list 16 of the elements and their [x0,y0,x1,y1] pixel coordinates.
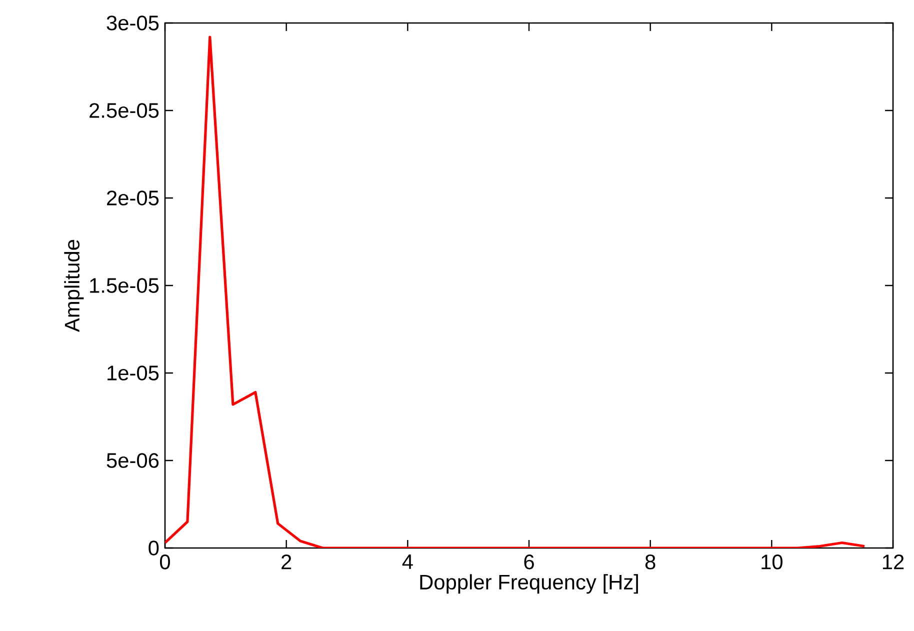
x-tick-label: 10 [762,554,782,570]
x-tick-label: 0 [160,554,170,570]
y-tick-label: 0 [148,540,159,556]
x-tick-label: 6 [524,554,534,570]
y-tick-label: 2e-05 [107,190,159,206]
y-tick-label: 1.5e-05 [90,278,159,293]
x-tick-label: 2 [282,554,292,570]
y-axis-title: Amplitude [64,240,84,332]
x-tick-label: 4 [402,554,413,569]
x-axis-title: Doppler Frequency [Hz] [420,574,638,594]
y-tick-label: 5e-06 [106,453,159,468]
x-tick-label: 12 [882,554,904,570]
y-tick-label: 3e-05 [106,16,159,30]
x-tick-label: 8 [645,554,656,570]
y-tick-label: 1e-05 [108,366,159,380]
y-tick-label: 2.5e-05 [90,103,159,118]
